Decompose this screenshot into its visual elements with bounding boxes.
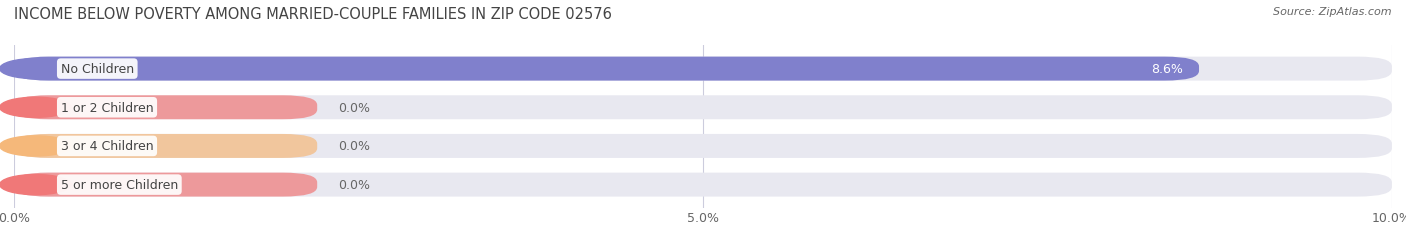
Text: 5 or more Children: 5 or more Children <box>60 178 179 191</box>
Text: 0.0%: 0.0% <box>337 140 370 153</box>
FancyBboxPatch shape <box>14 96 318 120</box>
Text: INCOME BELOW POVERTY AMONG MARRIED-COUPLE FAMILIES IN ZIP CODE 02576: INCOME BELOW POVERTY AMONG MARRIED-COUPL… <box>14 7 612 22</box>
Text: 0.0%: 0.0% <box>337 178 370 191</box>
FancyBboxPatch shape <box>14 173 1392 197</box>
Circle shape <box>0 136 72 156</box>
Text: 1 or 2 Children: 1 or 2 Children <box>60 101 153 114</box>
Circle shape <box>0 175 72 195</box>
Text: Source: ZipAtlas.com: Source: ZipAtlas.com <box>1274 7 1392 17</box>
Text: 0.0%: 0.0% <box>337 101 370 114</box>
Circle shape <box>0 98 72 118</box>
FancyBboxPatch shape <box>14 173 318 197</box>
FancyBboxPatch shape <box>14 96 1392 120</box>
Text: 8.6%: 8.6% <box>1150 63 1182 76</box>
Text: 3 or 4 Children: 3 or 4 Children <box>60 140 153 153</box>
Text: No Children: No Children <box>60 63 134 76</box>
Circle shape <box>0 59 72 79</box>
FancyBboxPatch shape <box>14 57 1392 81</box>
FancyBboxPatch shape <box>14 134 1392 158</box>
FancyBboxPatch shape <box>14 57 1199 81</box>
FancyBboxPatch shape <box>14 134 318 158</box>
